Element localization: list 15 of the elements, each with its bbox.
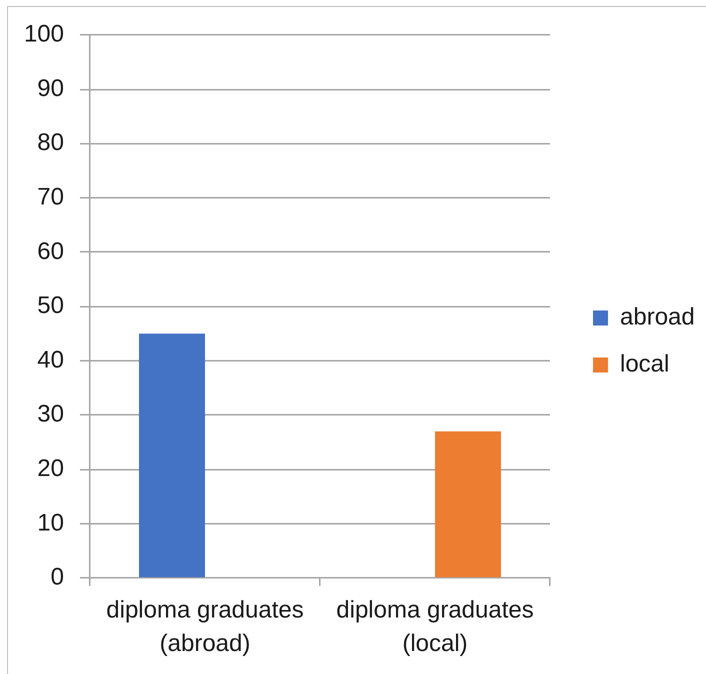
y-tick-label: 80 — [37, 129, 64, 156]
y-tick-label: 0 — [50, 564, 64, 591]
legend-label: local — [620, 350, 670, 378]
y-tick-label: 30 — [37, 400, 64, 428]
legend-label: abroad — [620, 304, 695, 331]
x-tick-label: diploma graduates (abroad) — [106, 596, 304, 658]
y-tick-label: 10 — [37, 509, 64, 536]
y-tick-label: 20 — [37, 455, 64, 482]
y-tick-label: 60 — [37, 238, 64, 265]
x-tick-label: diploma graduates (local) — [336, 596, 534, 658]
y-tick-label: 70 — [37, 184, 64, 211]
y-tick-label: 40 — [37, 346, 64, 374]
y-tick-label: 50 — [37, 292, 64, 320]
y-tick-label: 100 — [24, 20, 64, 48]
y-tick-label: 90 — [37, 74, 64, 102]
